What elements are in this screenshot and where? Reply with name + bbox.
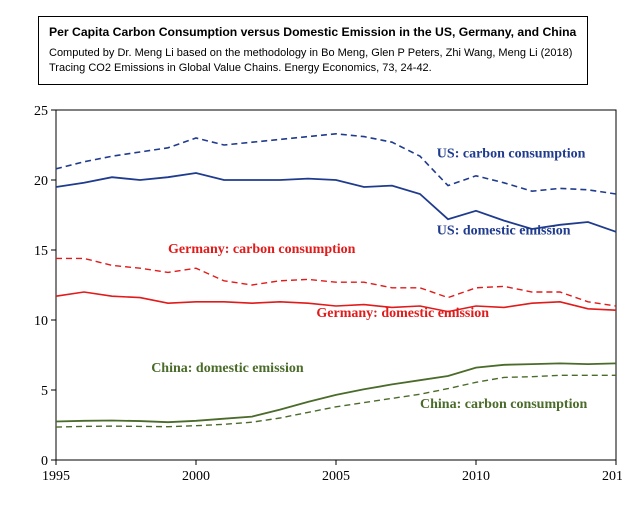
chart-subtitle: Computed by Dr. Meng Li based on the met… (49, 46, 577, 76)
y-tick-label: 5 (41, 384, 48, 399)
y-tick-label: 0 (41, 454, 48, 469)
series-label-us_consumption: US: carbon consumption (437, 147, 586, 162)
y-tick-label: 25 (34, 104, 48, 119)
x-tick-label: 2010 (462, 469, 490, 484)
x-tick-label: 2015 (602, 469, 622, 484)
x-tick-label: 2005 (322, 469, 350, 484)
x-tick-label: 1995 (42, 469, 70, 484)
chart-header: Per Capita Carbon Consumption versus Dom… (38, 16, 588, 85)
x-tick-label: 2000 (182, 469, 210, 484)
series-label-de_emission: Germany: domestic emission (316, 306, 489, 321)
series-label-cn_emission: China: domestic emission (151, 361, 304, 376)
series-label-cn_consumption: China: carbon consumption (420, 397, 587, 412)
line-chart: 0 5 10 15 20 25 1995 2000 2005 2010 2015 US: carbon… (18, 104, 622, 488)
y-tick-label: 20 (34, 174, 48, 189)
series-label-de_consumption: Germany: carbon consumption (168, 242, 356, 257)
chart-title: Per Capita Carbon Consumption versus Dom… (49, 25, 577, 40)
y-tick-label: 15 (34, 244, 48, 259)
y-tick-label: 10 (34, 314, 48, 329)
subtitle-prefix: Computed by Dr. Meng Li based on the met… (49, 47, 321, 59)
series-label-us_emission: US: domestic emission (437, 224, 571, 239)
